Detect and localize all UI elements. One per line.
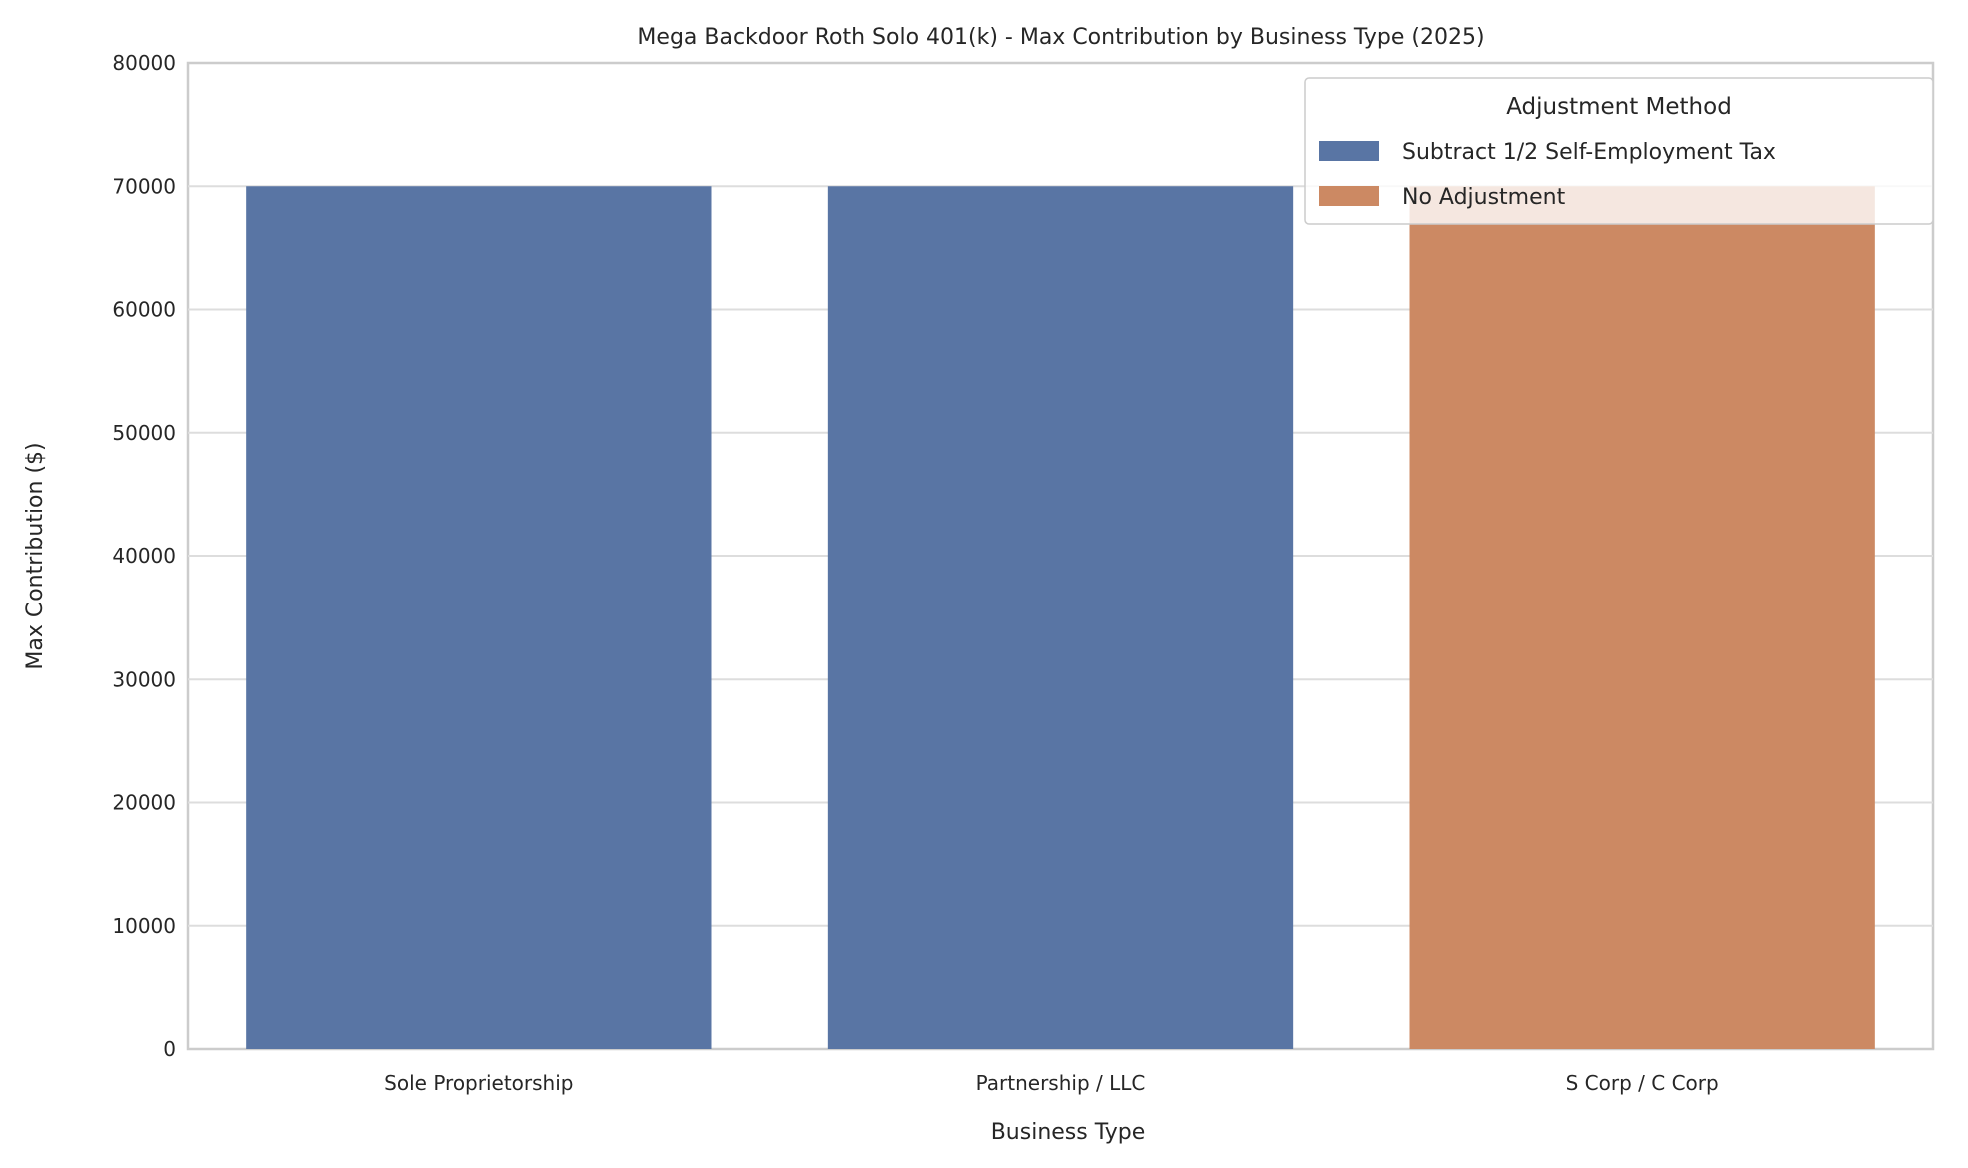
y-axis-label: Max Contribution ($) — [23, 442, 48, 669]
y-tick-label: 20000 — [112, 791, 176, 815]
x-tick-label: Sole Proprietorship — [384, 1071, 573, 1095]
legend-box — [1304, 77, 1934, 225]
y-tick-label: 40000 — [112, 544, 176, 568]
legend-label-no-adjustment: No Adjustment — [1402, 185, 1566, 210]
x-tick-label: Partnership / LLC — [976, 1071, 1146, 1095]
y-tick-label: 60000 — [112, 298, 176, 322]
x-tick-label: S Corp / C Corp — [1566, 1071, 1719, 1095]
x-tick-labels: Sole Proprietorship Partnership / LLC S Co… — [384, 1071, 1719, 1095]
y-tick-labels: 0 10000 20000 30000 40000 50000 60000 70000 8000… — [112, 51, 176, 1061]
y-tick-label: 70000 — [112, 174, 176, 198]
bars — [246, 186, 1875, 1049]
legend-swatch-subtract — [1319, 141, 1379, 161]
bar-sole-proprietorship — [246, 186, 712, 1049]
y-tick-label: 30000 — [112, 667, 176, 691]
chart-title: Mega Backdoor Roth Solo 401(k) - Max Con… — [637, 25, 1484, 50]
bar-partnership-llc — [827, 186, 1294, 1049]
y-tick-label: 0 — [163, 1037, 176, 1061]
bar-s-corp-c-corp — [1409, 186, 1875, 1049]
legend-title: Adjustment Method — [1506, 94, 1732, 120]
y-tick-label: 80000 — [112, 51, 176, 75]
legend-label-subtract: Subtract 1/2 Self-Employment Tax — [1402, 140, 1776, 165]
y-tick-label: 50000 — [112, 421, 176, 445]
x-axis-label: Business Type — [991, 1120, 1146, 1145]
legend: Adjustment Method Subtract 1/2 Self-Empl… — [1304, 77, 1934, 225]
y-tick-label: 10000 — [112, 914, 176, 938]
legend-swatch-no-adjustment — [1319, 186, 1379, 206]
